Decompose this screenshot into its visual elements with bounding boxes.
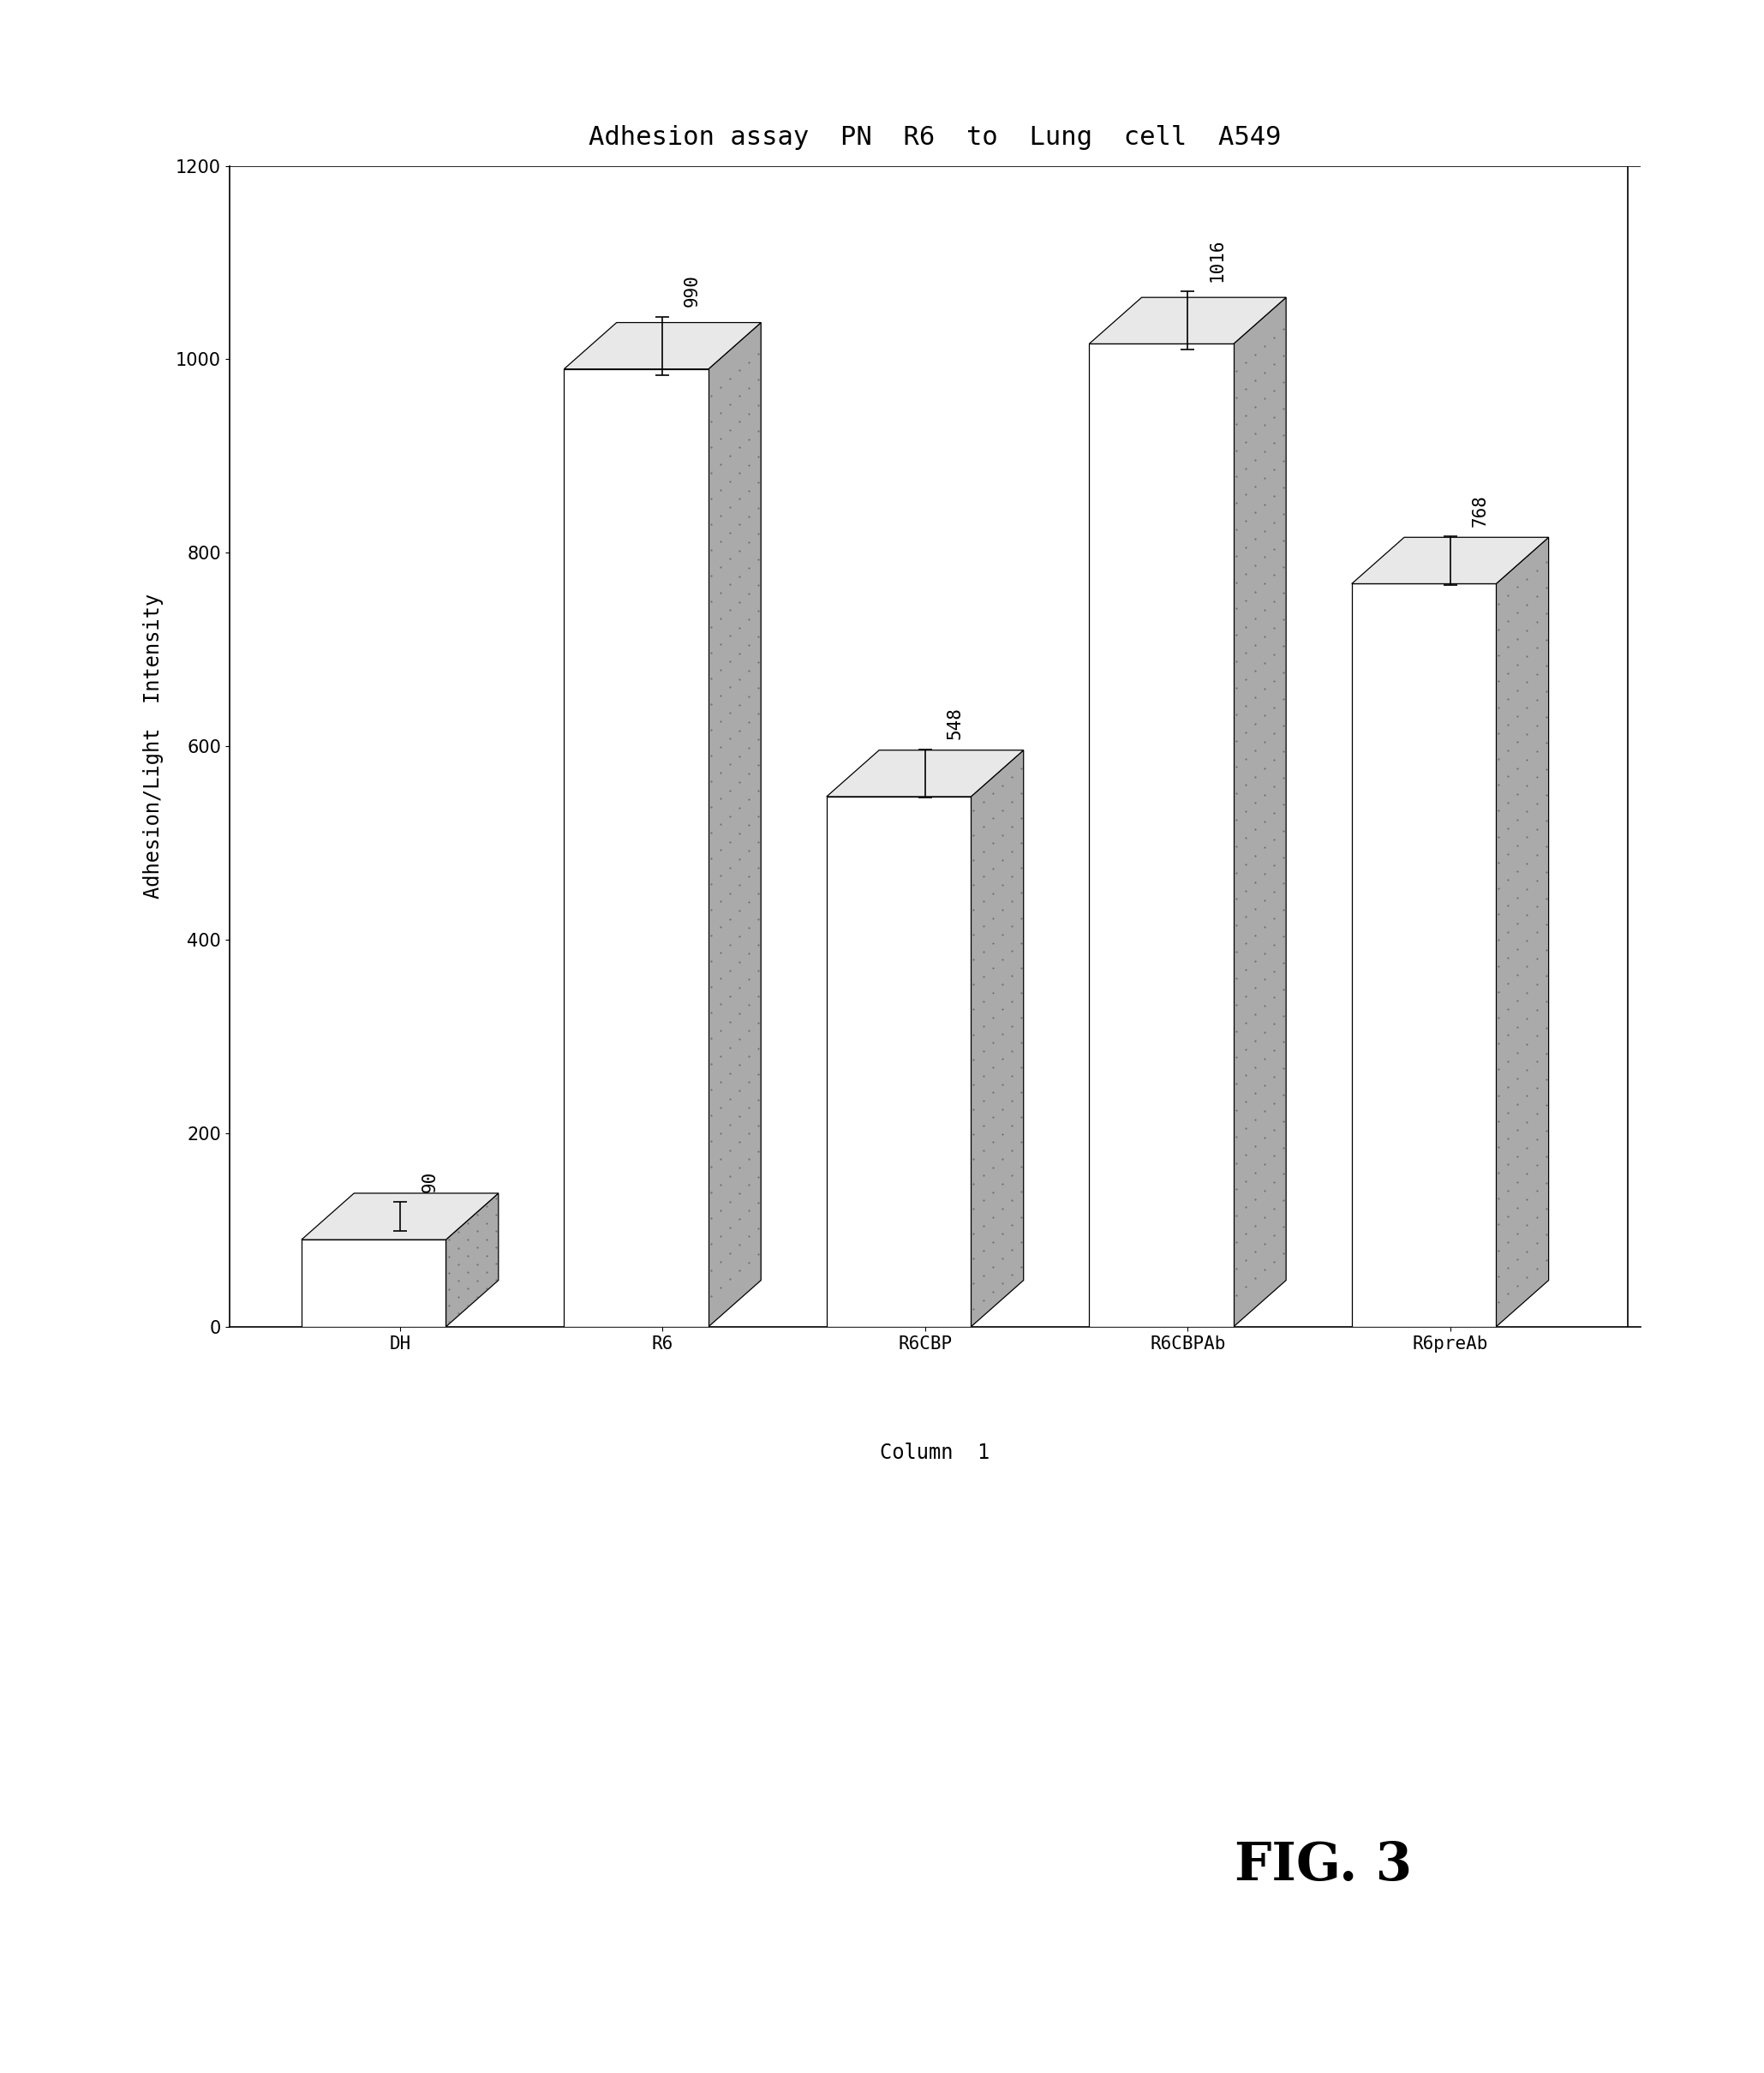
- Text: Column  1: Column 1: [880, 1443, 990, 1464]
- Text: 548: 548: [946, 707, 963, 740]
- Polygon shape: [1233, 296, 1286, 1327]
- Text: 1016: 1016: [1208, 238, 1226, 282]
- Polygon shape: [302, 1240, 446, 1327]
- Text: 90: 90: [422, 1171, 437, 1192]
- Polygon shape: [1496, 537, 1549, 1327]
- Polygon shape: [564, 323, 760, 369]
- Polygon shape: [970, 750, 1023, 1327]
- Polygon shape: [709, 323, 760, 1327]
- Polygon shape: [446, 1194, 499, 1327]
- Polygon shape: [564, 369, 709, 1327]
- Text: FIG. 3: FIG. 3: [1235, 1841, 1413, 1891]
- Polygon shape: [1351, 537, 1549, 585]
- Text: 768: 768: [1471, 493, 1489, 527]
- Y-axis label: Adhesion/Light  Intensity: Adhesion/Light Intensity: [143, 593, 164, 900]
- Polygon shape: [302, 1194, 499, 1240]
- Text: 990: 990: [683, 274, 700, 307]
- Polygon shape: [1088, 296, 1286, 344]
- Polygon shape: [1088, 344, 1233, 1327]
- Polygon shape: [827, 750, 1023, 796]
- Title: Adhesion assay  PN  R6  to  Lung  cell  A549: Adhesion assay PN R6 to Lung cell A549: [589, 124, 1281, 149]
- Polygon shape: [827, 796, 970, 1327]
- Polygon shape: [1351, 585, 1496, 1327]
